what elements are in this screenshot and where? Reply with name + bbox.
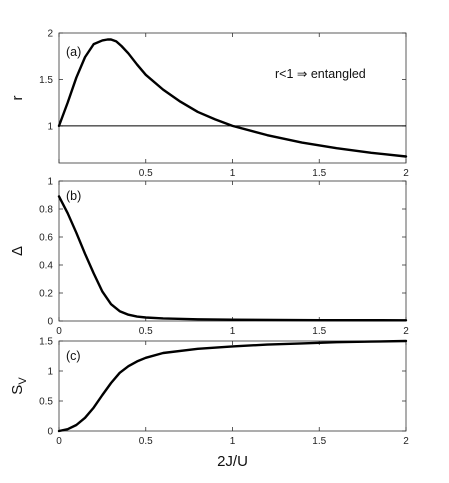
y-axis-label-b: Δ bbox=[9, 246, 26, 256]
y-tick-label: 0.2 bbox=[39, 289, 53, 300]
y-tick-label: 1.5 bbox=[39, 75, 53, 86]
y-tick-label: 0.8 bbox=[39, 205, 53, 216]
series-line-a bbox=[57, 38, 408, 158]
x-tick-label: 1.5 bbox=[312, 326, 326, 337]
panel-label-b: (b) bbox=[66, 189, 81, 203]
x-tick-label: 2 bbox=[403, 436, 409, 447]
series-line-c bbox=[57, 339, 408, 433]
x-axis-label: 2J/U bbox=[217, 453, 248, 470]
x-tick-label: 0.5 bbox=[139, 168, 153, 179]
y-tick-label: 0 bbox=[47, 317, 53, 328]
y-tick-label: 1 bbox=[47, 367, 53, 378]
panel-b: 0 0.5 1 1.5 2 0 0.2 0.4 0.6 0.8 1 (b) Δ bbox=[9, 177, 409, 338]
x-tick-label: 0 bbox=[56, 326, 62, 337]
x-tick-label: 1.5 bbox=[312, 436, 326, 447]
plot-frame-a bbox=[58, 32, 407, 164]
panel-a: 0.5 1 1.5 2 1 1.5 2 (a) r r<1 ⇒ entangled bbox=[9, 29, 409, 180]
x-tick-label: 1 bbox=[230, 436, 236, 447]
y-tick-label: 1.5 bbox=[39, 337, 53, 348]
x-tick-label: 2 bbox=[403, 326, 409, 337]
plot-frame-b bbox=[58, 180, 407, 322]
plot-frame-c bbox=[58, 340, 407, 432]
y-tick-label: 2 bbox=[47, 29, 53, 40]
y-axis-label-subscript: V bbox=[17, 377, 29, 385]
x-tick-label: 0.5 bbox=[139, 436, 153, 447]
x-tick-label: 0.5 bbox=[139, 326, 153, 337]
series-line-b bbox=[57, 195, 408, 322]
panel-label-a: (a) bbox=[66, 45, 81, 59]
y-tick-label: 0.5 bbox=[39, 397, 53, 408]
y-axis-label-c: SV bbox=[9, 377, 29, 395]
y-tick-label: 0.6 bbox=[39, 233, 53, 244]
x-tick-label: 2 bbox=[403, 168, 409, 179]
x-tick-label: 1 bbox=[230, 326, 236, 337]
panel-label-c: (c) bbox=[66, 349, 81, 363]
x-tick-label: 0 bbox=[56, 436, 62, 447]
x-tick-label: 1.5 bbox=[312, 168, 326, 179]
y-axis-label-a: r bbox=[9, 96, 26, 101]
x-tick-label: 1 bbox=[230, 168, 236, 179]
y-tick-label: 1 bbox=[47, 177, 53, 188]
y-tick-label: 0.4 bbox=[39, 261, 53, 272]
annotation-entangled: r<1 ⇒ entangled bbox=[275, 67, 366, 81]
y-tick-label: 1 bbox=[47, 121, 53, 132]
y-tick-label: 0 bbox=[47, 427, 53, 438]
panel-c: 0 0.5 1 1.5 2 0 0.5 1 1.5 (c) SV 2J/U bbox=[9, 337, 409, 471]
